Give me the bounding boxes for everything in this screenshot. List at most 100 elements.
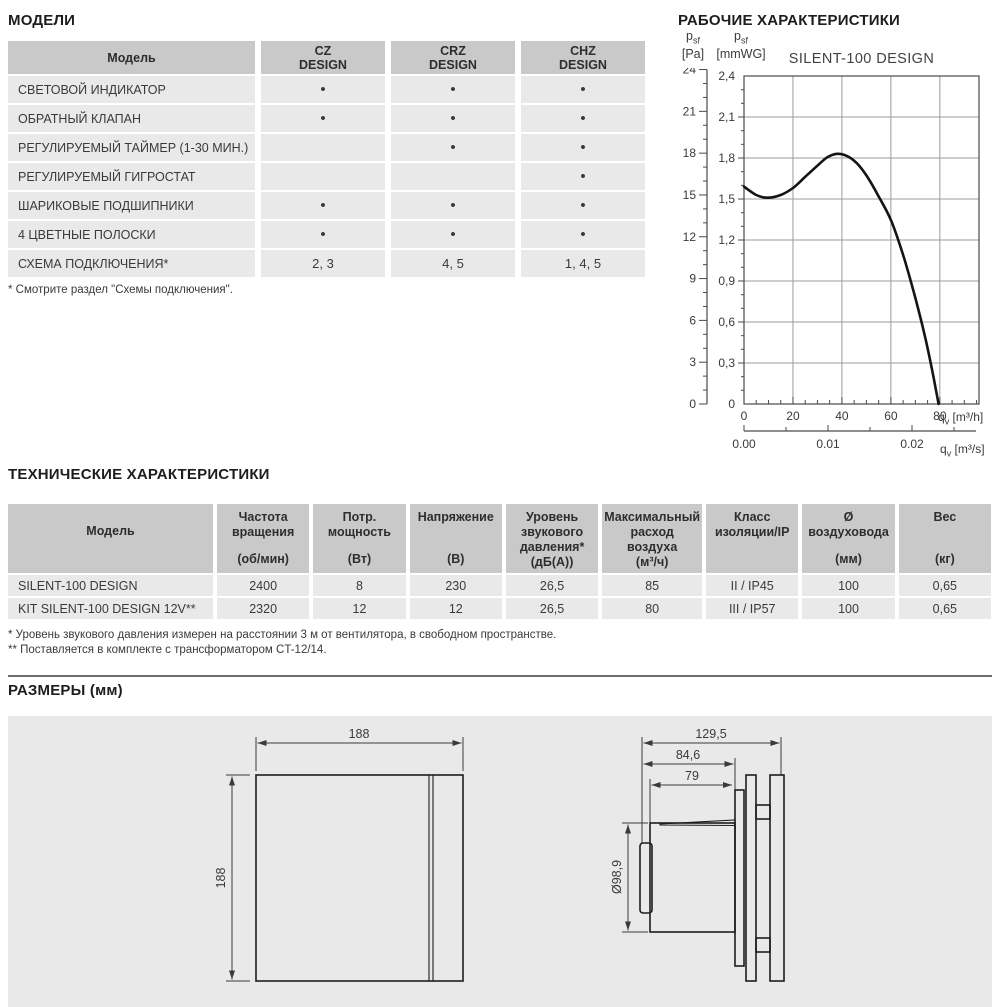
tech-section-title: ТЕХНИЧЕСКИЕ ХАРАКТЕРИСТИКИ (8, 466, 270, 483)
front-height-value: 188 (214, 868, 228, 889)
tech-header-unit: (Вт) (347, 552, 372, 566)
tech-header-unit: (м³/ч) (635, 555, 669, 569)
tech-cell: 8 (313, 575, 406, 596)
pa-tick-label: 0 (689, 397, 696, 411)
duct-diameter-value: Ø98,9 (610, 860, 624, 894)
tech-header-unit: (кг) (934, 552, 955, 566)
mmwg-tick-label: 0,3 (718, 356, 735, 370)
pa-tick-label: 3 (689, 355, 696, 369)
models-table-header-chz: CHZ DESIGN (521, 41, 645, 74)
x-tick-label: 40 (835, 409, 849, 423)
pa-tick-label: 6 (689, 313, 696, 327)
feature-dot-cell (391, 163, 515, 190)
tech-footnotes: * Уровень звукового давления измерен на … (8, 628, 556, 657)
m3s-tick-label: 0.02 (900, 437, 924, 451)
feature-row-label: СВЕТОВОЙ ИНДИКАТОР (8, 76, 255, 103)
col-header-line1: CRZ (440, 43, 466, 58)
feature-dot-cell: • (521, 192, 645, 219)
tech-header-sound: Уровень звукового давления* (дБ(А)) (505, 504, 599, 573)
feature-dot-cell: • (521, 221, 645, 248)
pa-tick-label: 15 (683, 188, 697, 202)
tech-header-label: Максимальный расход воздуха (604, 510, 701, 554)
side-view-drawing: 129,5 84,6 79 Ø98,9 (610, 727, 785, 982)
feature-row-label: ШАРИКОВЫЕ ПОДШИПНИКИ (8, 192, 255, 219)
feature-dot-cell: • (521, 163, 645, 190)
performance-chart-svg: 0 3 6 9 12 15 18 21 24 0 0,3 0,6 0,9 1,2 1,5 1,8 2,1 2,4 0… (683, 68, 980, 451)
tech-header-label: Напряжение (417, 510, 494, 524)
pa-tick-label: 24 (683, 68, 697, 77)
axis-subscript: sf (692, 35, 700, 46)
front-width-value: 188 (349, 727, 370, 741)
side-depth-duct-value: 79 (685, 769, 699, 783)
fan-front-body (255, 774, 464, 982)
panel-connector-bottom (755, 937, 771, 953)
tech-cell-model: KIT SILENT-100 DESIGN 12V** (8, 598, 213, 619)
wiring-scheme-cell: 1, 4, 5 (521, 250, 645, 277)
tech-header-duct: Ø воздуховода (мм) (802, 504, 895, 573)
dimensions-section-title: РАЗМЕРЫ (мм) (8, 682, 123, 699)
feature-dot-cell: • (521, 105, 645, 132)
pa-tick-label: 12 (683, 230, 697, 244)
axis-symbol: q (938, 410, 945, 424)
tech-header-power: Потр. мощность (Вт) (313, 504, 406, 573)
feature-dot-cell: • (391, 134, 515, 161)
tech-header-label: Ø воздуховода (808, 510, 889, 539)
tech-cell: 2400 (217, 575, 310, 596)
tech-header-weight: Вес (кг) (898, 504, 991, 573)
tech-cell-model: SILENT-100 DESIGN (8, 575, 213, 596)
tech-cell: 80 (602, 598, 703, 619)
x-tick-label: 80 (933, 409, 947, 423)
x-axis-m3s-unit-label: qv [m³/s] (940, 442, 985, 458)
mmwg-tick-label: 1,5 (718, 192, 735, 206)
side-depth-body-value: 84,6 (676, 748, 700, 762)
x-axis-m3h-unit-label: qv [m³/h] (938, 410, 983, 426)
col-header-line1: CHZ (570, 43, 596, 58)
pa-tick-label: 9 (689, 272, 696, 286)
tech-header-label: Потр. мощность (327, 510, 391, 539)
feature-dot-cell: • (261, 221, 385, 248)
tech-cell: 26,5 (505, 575, 599, 596)
tech-cell: 100 (802, 575, 895, 596)
m3s-tick-label: 0.00 (732, 437, 756, 451)
models-table-header-cz: CZ DESIGN (261, 41, 385, 74)
tech-header-airflow: Максимальный расход воздуха (м³/ч) (602, 504, 703, 573)
pa-tick-label: 21 (683, 104, 697, 118)
models-table-header-model: Модель (8, 41, 255, 74)
section-divider (8, 675, 992, 677)
mmwg-tick-label: 1,2 (718, 233, 735, 247)
mmwg-tick-label: 2,4 (718, 69, 735, 83)
mmwg-tick-label: 2,1 (718, 110, 735, 124)
mmwg-tick-label: 0,6 (718, 315, 735, 329)
axis-subscript: v (946, 448, 952, 459)
feature-row-label: РЕГУЛИРУЕМЫЙ ГИГРОСТАТ (8, 163, 255, 190)
tech-cell: 12 (409, 598, 502, 619)
feature-dot-cell: • (261, 105, 385, 132)
feature-dot-cell: • (391, 221, 515, 248)
tech-header-voltage: Напряжение (В) (409, 504, 502, 573)
axis-symbol: q (940, 442, 947, 456)
axis-unit: [m³/s] (954, 442, 985, 456)
feature-row-label: РЕГУЛИРУЕМЫЙ ТАЙМЕР (1-30 МИН.) (8, 134, 255, 161)
axis-subscript: v (944, 416, 950, 427)
feature-dot-cell: • (391, 76, 515, 103)
feature-row-label: ОБРАТНЫЙ КЛАПАН (8, 105, 255, 132)
feature-row-label: 4 ЦВЕТНЫЕ ПОЛОСКИ (8, 221, 255, 248)
col-header-line2: DESIGN (559, 57, 607, 72)
feature-row-label: СХЕМА ПОДКЛЮЧЕНИЯ* (8, 250, 255, 277)
front-view-drawing: 188 188 (214, 727, 464, 982)
chart-title: SILENT-100 DESIGN (788, 51, 935, 67)
mounting-plate (734, 789, 745, 967)
feature-dot-cell (261, 134, 385, 161)
x-tick-label: 0 (741, 409, 748, 423)
axis-symbol: p (734, 29, 741, 43)
front-panel-outer-bar (769, 774, 785, 982)
tech-header-label: Класс изоляции/IP (714, 510, 790, 539)
feature-dot-cell: • (261, 192, 385, 219)
feature-dot-cell: • (521, 134, 645, 161)
models-section-title: МОДЕЛИ (8, 12, 76, 29)
feature-dot-cell: • (261, 76, 385, 103)
tech-header-unit: (дБ(А)) (530, 555, 574, 569)
tech-cell: 100 (802, 598, 895, 619)
feature-dot-cell: • (391, 192, 515, 219)
tech-header-label: Вес (933, 510, 957, 524)
